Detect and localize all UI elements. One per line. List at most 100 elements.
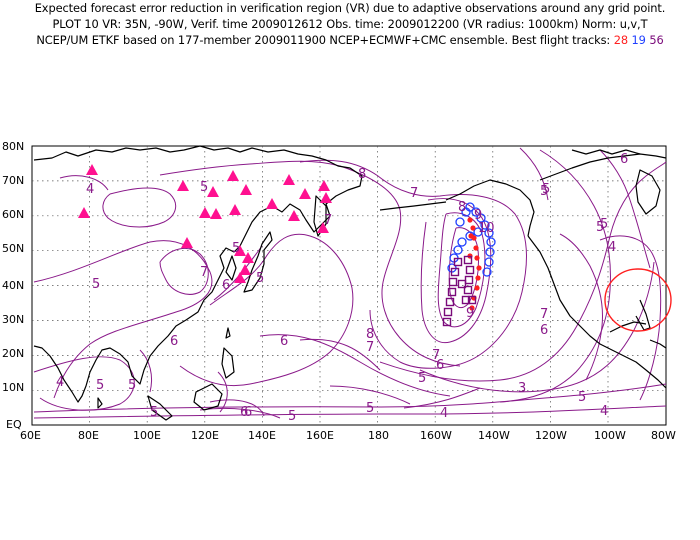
contour-line [102, 187, 177, 228]
contour-label: 4 [440, 406, 448, 421]
title-line-2: PLOT 10 VR: 35N, -90W, Verif. time 20090… [52, 17, 648, 31]
contour-label: 4 [86, 182, 94, 197]
observation-triangle [283, 174, 295, 185]
track-point-purple [457, 279, 467, 289]
contour-label: 5 [596, 220, 604, 235]
lat-label: 20N [2, 347, 24, 360]
contour-line [559, 233, 603, 381]
contour-line [33, 405, 667, 419]
track-point-red [468, 233, 474, 239]
lat-label: 50N [2, 242, 24, 255]
track-point-blue [482, 267, 492, 277]
contour-line [403, 387, 481, 409]
lat-label: 80N [2, 140, 24, 153]
contour-label: 8 [358, 167, 366, 182]
coastline-korea [225, 255, 237, 281]
track-point-purple [443, 307, 453, 317]
lat-label: 30N [2, 313, 24, 326]
track-point-purple [463, 255, 473, 265]
lon-label: 80W [651, 429, 676, 442]
track-point-red [470, 225, 476, 231]
contour-label: 7 [324, 213, 332, 228]
contour-label: 9 [474, 208, 482, 223]
contour-line [419, 261, 655, 393]
contour-label: 10 [478, 221, 495, 236]
lat-label: 10N [2, 381, 24, 394]
verification-region-circle [604, 268, 672, 332]
track-point-blue [484, 257, 494, 267]
track-count-blue: 19 [631, 33, 646, 47]
coastline-hudson-bay [635, 169, 661, 215]
contour-lines [33, 147, 667, 419]
contour-label: 4 [608, 240, 616, 255]
observation-triangle [239, 264, 251, 275]
lon-label: 140W [478, 429, 510, 442]
contour-line [159, 247, 209, 295]
track-point-red [475, 275, 481, 281]
lon-label: 160E [306, 429, 334, 442]
contour-label: 6 [222, 278, 230, 293]
observation-triangle [242, 252, 254, 263]
observation-triangle [227, 170, 239, 181]
contour-label: 6 [540, 323, 548, 338]
observation-triangle [299, 188, 311, 199]
track-point-purple [467, 295, 477, 305]
track-point-purple [442, 317, 452, 327]
contour-line [379, 161, 667, 382]
observation-sites [78, 164, 332, 283]
track-point-purple [445, 297, 455, 307]
track-point-blue [453, 245, 463, 255]
observation-triangle [181, 237, 193, 248]
track-point-red [474, 255, 480, 261]
contour-label: 6 [620, 152, 628, 167]
coastline-taiwan [225, 327, 231, 339]
track-point-red [467, 217, 473, 223]
track-point-purple [463, 285, 473, 295]
track-point-blue [486, 237, 496, 247]
track-count-purple: 56 [649, 33, 664, 47]
coastline-japan [243, 231, 273, 293]
contour-line [299, 338, 381, 371]
longitude-labels: 60E 80E 100E 120E 140E 160E 180 160W 140… [20, 429, 676, 442]
contour-label: 7 [432, 348, 440, 363]
observation-triangle [177, 180, 189, 191]
contour-label: 5 [288, 409, 296, 424]
observation-triangle [234, 245, 246, 256]
track-point-blue [461, 207, 471, 217]
contour-label: 3 [518, 381, 526, 396]
contour-line [599, 235, 662, 401]
observation-triangle [318, 180, 330, 191]
contour-label: 7 [200, 265, 208, 280]
contour-line [259, 334, 451, 397]
coastline-sri-lanka [97, 397, 103, 409]
coastline-caribbean [649, 339, 667, 349]
contour-line [329, 385, 411, 405]
track-point-blue [484, 228, 494, 238]
lat-label: EQ [6, 418, 22, 431]
lon-label: 100E [133, 429, 161, 442]
contour-label: 6 [170, 334, 178, 349]
contour-label: 5 [150, 405, 158, 420]
observation-triangle [320, 192, 332, 203]
lat-label: 70N [2, 174, 24, 187]
contour-line [599, 149, 651, 269]
contour-label: 5 [600, 217, 608, 232]
track-point-purple [448, 277, 458, 287]
track-point-red [474, 285, 480, 291]
contour-line [33, 356, 135, 411]
contour-line [437, 212, 486, 328]
observation-triangle [234, 272, 246, 283]
contour-label: 5 [540, 184, 548, 199]
coastline-gulf [609, 321, 647, 333]
contour-labels: 4 5 7 6 6 5 5 4 5 5 5 8 7 8 9 10 7 6 5 5… [56, 152, 628, 424]
contour-label: 6 [280, 334, 288, 349]
track-point-blue [473, 227, 483, 237]
contour-line [159, 160, 461, 367]
contour-label: 6 [240, 405, 248, 420]
graticule [32, 146, 666, 425]
track-point-purple [465, 265, 475, 275]
contour-label: 4 [600, 404, 608, 419]
observation-triangle [240, 184, 252, 195]
lon-label: 160W [420, 429, 452, 442]
contour-line [139, 349, 153, 393]
